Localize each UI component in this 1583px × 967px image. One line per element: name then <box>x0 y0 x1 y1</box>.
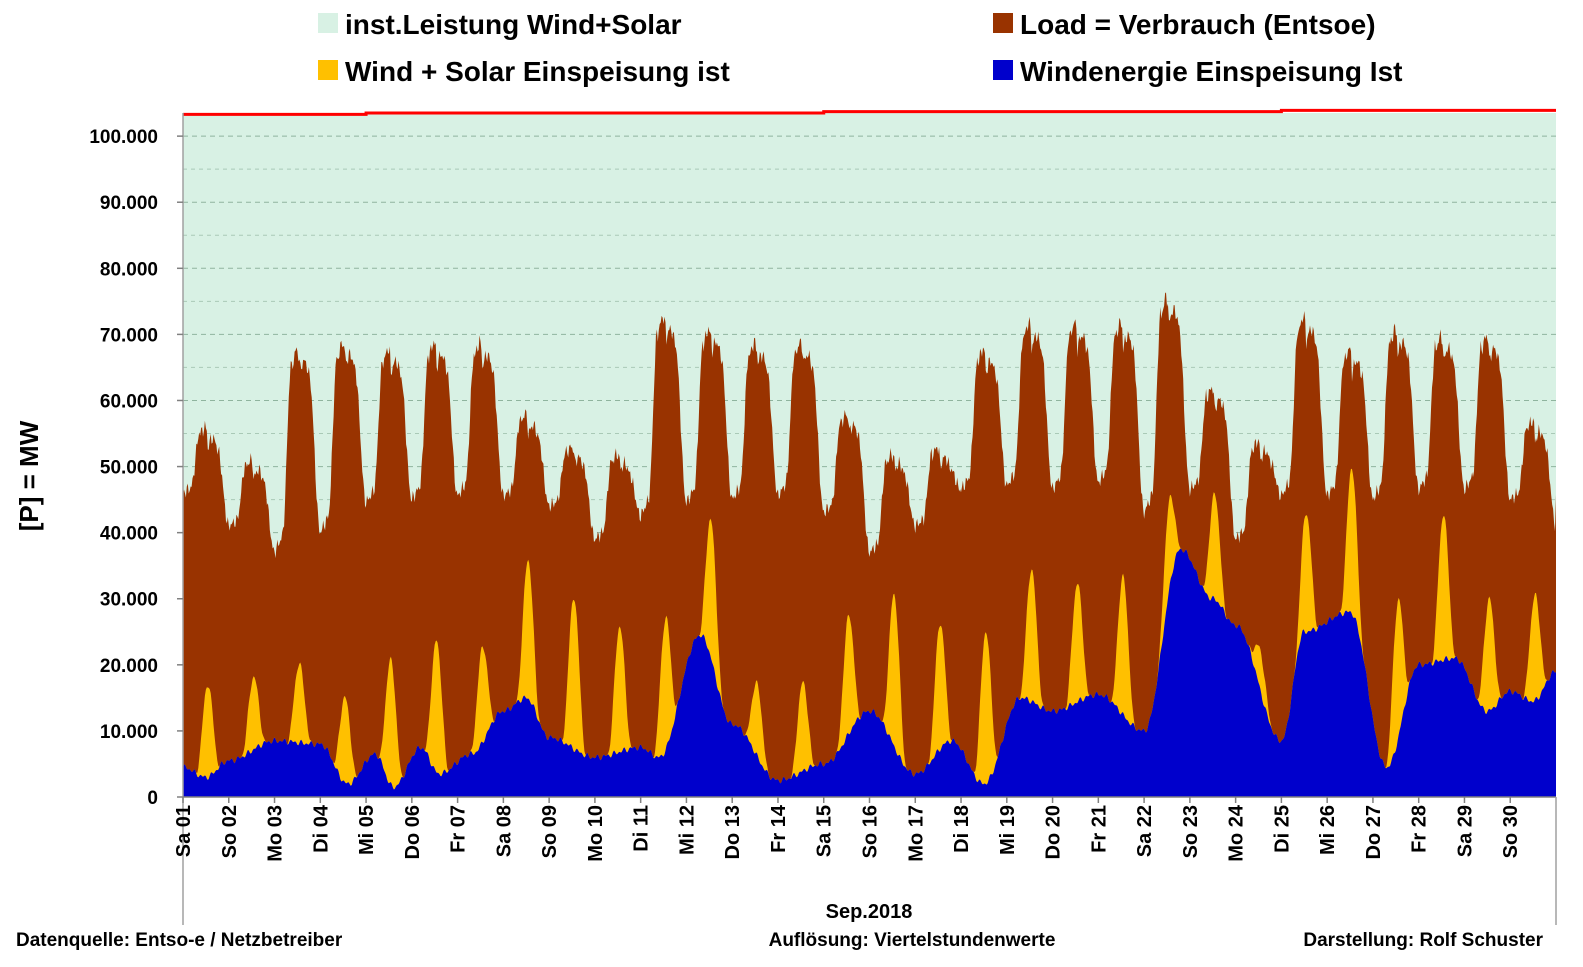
x-tick-label: Sa 22 <box>1134 805 1156 857</box>
legend-swatch-windsolar <box>318 60 338 80</box>
x-tick-label: Di 18 <box>951 805 973 853</box>
x-tick-label: Sa 01 <box>173 805 195 857</box>
x-tick-label: Do 13 <box>722 805 744 859</box>
x-tick-label: Mo 17 <box>905 805 927 862</box>
footer-resolution: Auflösung: Viertelstundenwerte <box>769 930 1056 951</box>
x-tick-label: Mo 10 <box>585 805 607 862</box>
installed-capacity-line <box>183 108 1556 116</box>
x-tick-label: Mi 26 <box>1317 805 1339 855</box>
y-tick-label: 100.000 <box>89 127 158 148</box>
x-tick-label: Do 20 <box>1043 805 1065 859</box>
legend-swatch-installed <box>318 13 338 33</box>
x-tick-label: Sa 29 <box>1454 805 1476 857</box>
x-tick-label: Do 27 <box>1363 805 1385 859</box>
legend-label-wind: Windenergie Einspeisung Ist <box>1020 56 1402 87</box>
x-ticks: Sa 01 So 02 Mo 03 Di 04 Mi 05 Do 06 Fr 07 Sa 08… <box>173 797 1522 862</box>
y-tick-label: 50.000 <box>100 458 158 479</box>
y-tick-label: 90.000 <box>100 193 158 214</box>
y-tick-label: 40.000 <box>100 524 158 545</box>
y-tick-label: 20.000 <box>100 656 158 677</box>
y-tick-label: 0 <box>147 788 158 809</box>
y-ticks: 0 10.000 20.000 30.000 40.000 50.000 60.000 70.… <box>89 127 183 809</box>
x-tick-label: Sa 08 <box>493 805 515 857</box>
footer-source: Datenquelle: Entso-e / Netzbetreiber <box>16 930 343 951</box>
y-axis-label: [P] = MW <box>14 420 44 531</box>
legend-swatch-wind <box>993 60 1013 80</box>
x-tick-label: Sa 15 <box>814 805 836 857</box>
y-tick-label: 80.000 <box>100 259 158 280</box>
x-tick-label: Mo 03 <box>265 805 287 862</box>
x-tick-label: Di 04 <box>310 804 332 853</box>
legend: inst.Leistung Wind+Solar Load = Verbrauc… <box>318 9 1402 87</box>
legend-label-installed: inst.Leistung Wind+Solar <box>345 9 682 40</box>
x-tick-label: So 09 <box>539 805 561 858</box>
legend-label-load: Load = Verbrauch (Entsoe) <box>1020 9 1376 40</box>
x-tick-label: So 02 <box>219 805 241 858</box>
y-tick-label: 10.000 <box>100 722 158 743</box>
legend-swatch-load <box>993 13 1013 33</box>
y-tick-label: 70.000 <box>100 325 158 346</box>
x-tick-label: Do 06 <box>402 805 424 859</box>
footer-author: Darstellung: Rolf Schuster <box>1303 930 1543 951</box>
x-tick-label: Fr 07 <box>448 805 470 853</box>
x-tick-label: So 23 <box>1180 805 1202 858</box>
x-tick-label: Mo 24 <box>1226 804 1248 862</box>
x-tick-label: Mi 05 <box>356 805 378 855</box>
y-tick-label: 60.000 <box>100 391 158 412</box>
x-tick-label: Di 11 <box>631 805 653 852</box>
x-tick-label: So 30 <box>1500 805 1522 858</box>
x-tick-label: Mi 19 <box>997 805 1019 855</box>
x-tick-label: Fr 28 <box>1409 805 1431 853</box>
x-tick-label: So 16 <box>860 805 882 858</box>
x-tick-label: Mi 12 <box>676 805 698 855</box>
y-tick-label: 30.000 <box>100 590 158 611</box>
x-tick-label: Fr 21 <box>1088 805 1110 853</box>
wind-area <box>183 548 1556 797</box>
x-tick-label: Di 25 <box>1271 805 1293 853</box>
x-tick-label: Fr 14 <box>768 804 790 853</box>
legend-label-windsolar: Wind + Solar Einspeisung ist <box>345 56 730 87</box>
x-axis-label: Sep.2018 <box>826 901 913 923</box>
